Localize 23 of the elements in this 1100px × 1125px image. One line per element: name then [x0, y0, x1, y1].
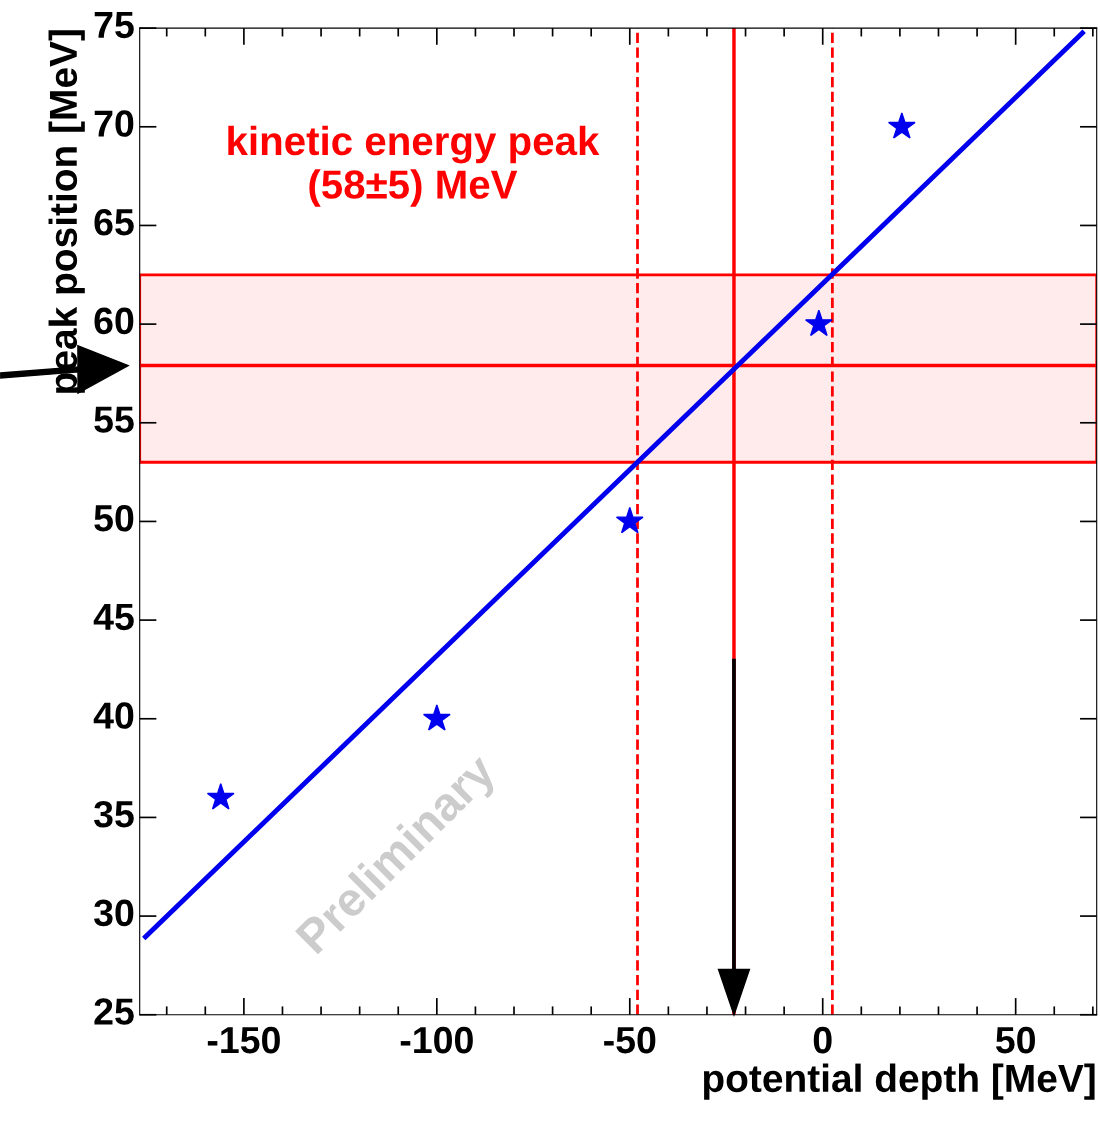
y-tick-label: 40 [93, 702, 134, 729]
point [422, 704, 451, 731]
y-tick-label: 65 [94, 208, 134, 236]
y-tick-label: 45 [93, 604, 134, 631]
x-tick-label: 50 [995, 1026, 1035, 1054]
y-tick-label: 55 [94, 406, 134, 433]
y-tick-label: 75 [94, 12, 134, 39]
y-tick-label: 70 [94, 110, 134, 137]
x-tick-label: -100 [400, 1026, 473, 1054]
y-tick-label: 35 [93, 800, 134, 828]
x-tick-label: -50 [604, 1026, 656, 1054]
y-tick-label: 30 [93, 899, 134, 927]
x-axis-title: potential depth [MeV] [703, 1063, 1095, 1100]
x-tick-label: -150 [207, 1026, 280, 1054]
y-tick-label: 60 [94, 307, 134, 335]
point [206, 783, 235, 810]
point [804, 309, 833, 337]
annotation: kinetic energy peak (58±5) MeV [228, 125, 600, 207]
point [887, 112, 916, 139]
point [615, 506, 644, 534]
y-tick-label: 25 [94, 998, 134, 1025]
y-tick-label: 50 [94, 504, 134, 532]
x-tick-label: 0 [813, 1026, 832, 1054]
